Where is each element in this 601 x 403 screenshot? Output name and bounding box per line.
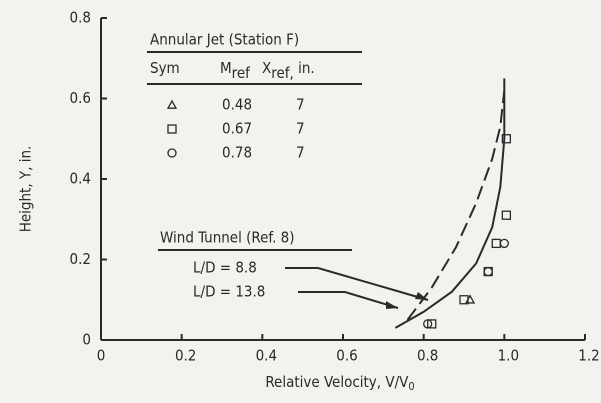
- legend-mref: 0.78: [222, 144, 252, 162]
- marker-triangle: [464, 294, 476, 304]
- legend-header: Mref: [220, 59, 251, 82]
- marker-square: [501, 134, 512, 144]
- legend-symbol: [167, 124, 177, 134]
- legend-xref: 7: [296, 120, 305, 138]
- header-text: X: [262, 59, 271, 77]
- marker-circle: [499, 238, 509, 249]
- header-text: Sym: [150, 59, 180, 77]
- legend-header: Sym: [150, 59, 180, 77]
- legend-xref: 7: [296, 144, 305, 162]
- y-tick-label: 0.6: [70, 89, 91, 107]
- header-text: M: [220, 59, 232, 77]
- x-tick-label: 0: [97, 347, 106, 365]
- x-axis-label-sub: 0: [408, 380, 414, 393]
- legend-title: Annular Jet (Station F): [150, 31, 299, 49]
- arrowhead: [386, 301, 398, 309]
- legend-mref: 0.67: [222, 120, 252, 138]
- x-tick-label: 1.2: [578, 347, 599, 365]
- leader: [285, 267, 429, 301]
- y-tick-label: 0.8: [70, 9, 91, 27]
- header-sub: ref: [232, 64, 252, 82]
- curve: [406, 90, 506, 321]
- marker-square: [427, 319, 437, 329]
- y-axis-label: Height, Y, in.: [17, 146, 35, 233]
- legend-symbol: [166, 99, 178, 109]
- marker-circle: [483, 266, 493, 277]
- curves-title: Wind Tunnel (Ref. 8): [160, 229, 295, 247]
- marker-circle: [423, 319, 433, 329]
- marker-square: [501, 210, 512, 220]
- x-tick-label: 0.6: [336, 347, 357, 365]
- header-after: in.: [294, 59, 315, 77]
- x-axis-label: Relative Velocity, V/V0: [265, 373, 414, 394]
- y-tick-label: 0.2: [70, 250, 91, 268]
- legend-mref: 0.48: [222, 96, 252, 114]
- x-tick-label: 0.4: [256, 347, 277, 365]
- curve-label: L/D = 8.8: [193, 259, 257, 277]
- x-tick-label: 1.0: [498, 347, 519, 365]
- marker-square: [459, 295, 469, 305]
- y-tick-label: 0: [82, 331, 91, 349]
- legend-header: Xref, in.: [262, 59, 315, 82]
- leader: [298, 291, 399, 309]
- curve-label: L/D = 13.8: [193, 283, 265, 301]
- y-tick-label: 0.4: [70, 170, 91, 188]
- header-sub: ref,: [271, 64, 294, 82]
- x-axis-label-main: Relative Velocity, V/V: [265, 373, 409, 391]
- marker-square: [491, 238, 501, 249]
- legend-symbol: [167, 148, 177, 158]
- x-tick-label: 0.8: [417, 347, 438, 365]
- legend-xref: 7: [296, 96, 305, 114]
- x-tick-label: 0.2: [175, 347, 196, 365]
- curve: [394, 78, 506, 329]
